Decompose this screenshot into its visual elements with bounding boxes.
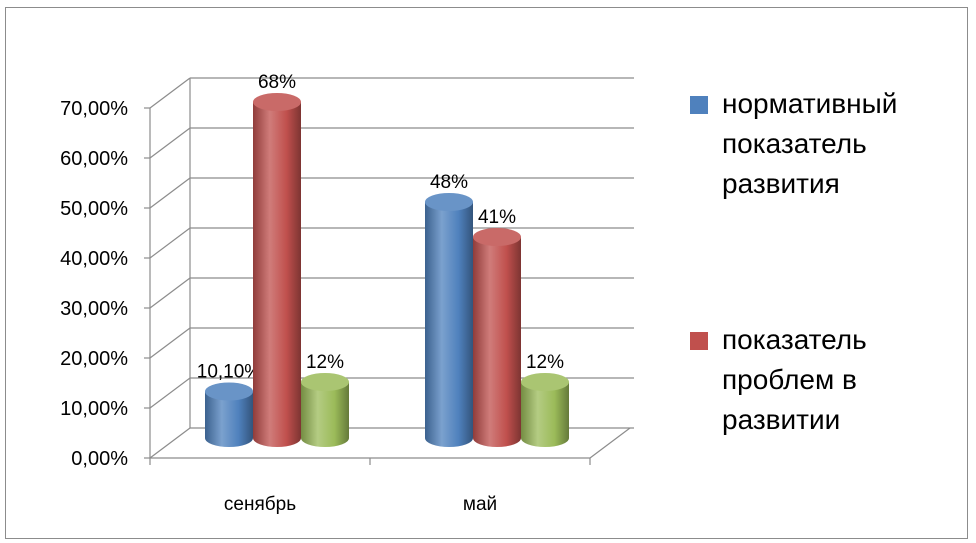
- gridline-side: [149, 77, 191, 109]
- y-tick-label: 20,00%: [60, 348, 128, 370]
- data-label: 12%: [526, 352, 564, 373]
- data-label: 10,10%: [197, 362, 262, 383]
- bar: [473, 237, 521, 447]
- gridline-side: [149, 127, 191, 159]
- bar: [205, 391, 253, 447]
- bar: [425, 202, 473, 447]
- bar-top: [253, 93, 301, 111]
- data-label: 68%: [258, 72, 296, 93]
- data-label: 41%: [478, 207, 516, 228]
- gridline-side: [149, 377, 191, 409]
- data-label: 12%: [306, 352, 344, 373]
- bar: [301, 382, 349, 447]
- bar-top: [473, 228, 521, 246]
- bar-top: [205, 382, 253, 401]
- gridline-side: [149, 427, 191, 459]
- legend-label: нормативный показатель развития: [722, 88, 898, 199]
- y-tick-label: 40,00%: [60, 248, 128, 270]
- bar-top: [425, 193, 473, 211]
- legend-swatch-red: [690, 332, 708, 350]
- y-tick-label: 0,00%: [71, 448, 128, 470]
- bar: [253, 102, 301, 447]
- y-tick-label: 50,00%: [60, 198, 128, 220]
- gridline-side: [149, 327, 191, 359]
- bar: [521, 382, 569, 447]
- bar-top: [521, 373, 569, 391]
- x-tick-label: сенябрь: [224, 494, 296, 515]
- y-tick-label: 30,00%: [60, 298, 128, 320]
- legend-label: показатель проблем в развитии: [722, 324, 867, 435]
- gridline-side: [149, 227, 191, 259]
- y-tick-label: 60,00%: [60, 148, 128, 170]
- y-tick-label: 10,00%: [60, 398, 128, 420]
- gridline-side: [149, 277, 191, 309]
- y-tick-label: 70,00%: [60, 98, 128, 120]
- bar-top: [301, 373, 349, 391]
- legend-swatch-blue: [690, 96, 708, 114]
- gridline-side: [149, 177, 191, 209]
- data-label: 48%: [430, 172, 468, 193]
- x-tick-label: май: [463, 494, 497, 515]
